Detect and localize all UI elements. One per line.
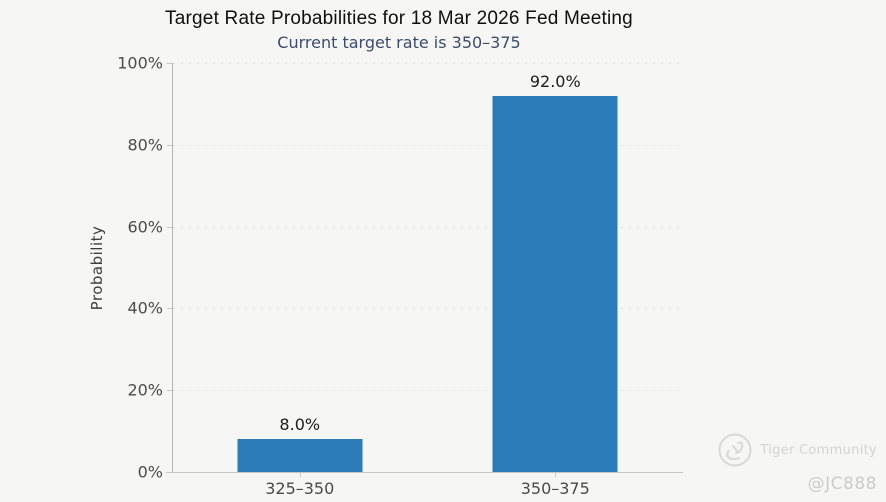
- gridline-60: [173, 226, 683, 228]
- y-tick-mark: [167, 226, 172, 228]
- y-axis-line: [172, 63, 173, 472]
- chart-title: Target Rate Probabilities for 18 Mar 202…: [165, 8, 633, 29]
- bar-value-label: 8.0%: [279, 415, 321, 435]
- plot-area: 0% 20% 40% 60% 80% 100% 8.0% 325–350 92.0% 350–37…: [117, 54, 683, 498]
- x-axis-line: [166, 472, 683, 473]
- gridline-100: [173, 63, 683, 64]
- gridline-20: [173, 390, 683, 392]
- y-axis-title: Probability: [88, 225, 106, 311]
- y-tick-mark: [167, 144, 172, 146]
- gridline-40: [173, 308, 683, 310]
- y-tick-label: 100%: [117, 53, 163, 73]
- watermark-row: Tiger Community: [716, 430, 877, 470]
- y-tick-label: 80%: [127, 135, 163, 155]
- y-tick-label: 60%: [127, 217, 163, 237]
- y-tick-label: 20%: [127, 380, 163, 400]
- bar-value-label: 92.0%: [529, 71, 581, 91]
- gridline-80: [173, 144, 683, 146]
- y-tick-mark: [167, 390, 172, 392]
- x-tick-mark: [555, 472, 557, 477]
- y-tick-label: 0%: [137, 462, 163, 482]
- tiger-logo-icon: [718, 433, 752, 467]
- x-tick-mark: [299, 472, 301, 477]
- watermark-brand-text: Tiger Community: [760, 442, 877, 458]
- y-tick-mark: [167, 63, 172, 64]
- x-tick-label: 325–350: [265, 479, 335, 498]
- watermark-user-text: @JC888: [807, 474, 877, 494]
- y-tick-label: 40%: [127, 298, 163, 318]
- chart-header: Target Rate Probabilities for 18 Mar 202…: [0, 0, 798, 52]
- bar-350–375: [492, 95, 618, 472]
- x-tick-label: 350–375: [520, 479, 590, 498]
- y-tick-mark: [167, 308, 172, 310]
- bar-325–350: [237, 439, 363, 472]
- watermark: Tiger Community @JC888: [716, 430, 877, 494]
- chart-subtitle: Current target rate is 350–375: [277, 33, 521, 52]
